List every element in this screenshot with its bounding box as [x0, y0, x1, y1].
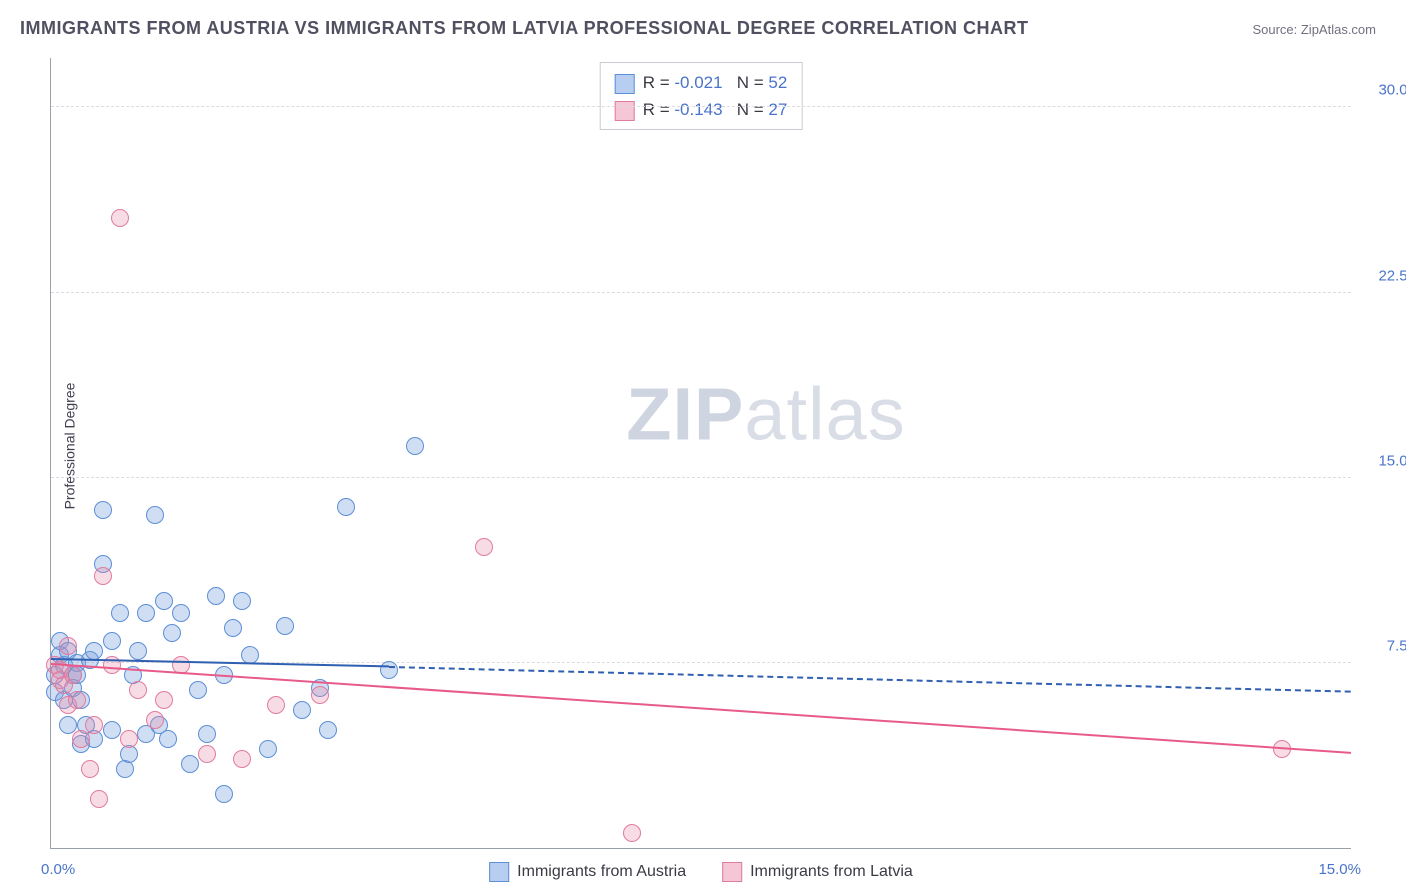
data-point: [103, 632, 121, 650]
data-point: [111, 209, 129, 227]
data-point: [90, 790, 108, 808]
data-point: [81, 760, 99, 778]
data-point: [337, 498, 355, 516]
legend-stat-row: R = -0.143 N = 27: [615, 96, 788, 123]
data-point: [146, 506, 164, 524]
data-point: [259, 740, 277, 758]
data-point: [189, 681, 207, 699]
data-point: [172, 604, 190, 622]
data-point: [129, 681, 147, 699]
legend-stats: R = -0.021 N = 52R = -0.143 N = 27: [600, 62, 803, 130]
data-point: [137, 604, 155, 622]
chart-container: IMMIGRANTS FROM AUSTRIA VS IMMIGRANTS FR…: [0, 0, 1406, 892]
watermark: ZIPatlas: [626, 371, 905, 456]
trend-line: [389, 666, 1351, 693]
data-point: [72, 730, 90, 748]
data-point: [623, 824, 641, 842]
data-point: [85, 642, 103, 660]
data-point: [159, 730, 177, 748]
data-point: [120, 730, 138, 748]
data-point: [267, 696, 285, 714]
data-point: [59, 716, 77, 734]
y-tick-label: 22.5%: [1361, 267, 1406, 284]
y-tick-label: 15.0%: [1361, 452, 1406, 469]
data-point: [155, 691, 173, 709]
data-point: [68, 691, 86, 709]
gridline: [51, 106, 1351, 107]
data-point: [198, 745, 216, 763]
data-point: [85, 716, 103, 734]
legend-series: Immigrants from Austria Immigrants from L…: [489, 862, 913, 882]
data-point: [64, 666, 82, 684]
x-tick-label: 0.0%: [41, 861, 75, 878]
plot-area: ZIPatlas R = -0.021 N = 52R = -0.143 N =…: [50, 58, 1351, 849]
data-point: [198, 725, 216, 743]
legend-series-item: Immigrants from Latvia: [722, 862, 913, 882]
data-point: [59, 637, 77, 655]
x-tick-label: 15.0%: [1318, 861, 1361, 878]
data-point: [233, 750, 251, 768]
data-point: [129, 642, 147, 660]
data-point: [233, 592, 251, 610]
source-label: Source: ZipAtlas.com: [1252, 22, 1376, 37]
data-point: [207, 587, 225, 605]
legend-series-item: Immigrants from Austria: [489, 862, 686, 882]
data-point: [224, 619, 242, 637]
data-point: [181, 755, 199, 773]
data-point: [311, 686, 329, 704]
legend-stat-row: R = -0.021 N = 52: [615, 69, 788, 96]
data-point: [293, 701, 311, 719]
data-point: [111, 604, 129, 622]
data-point: [406, 437, 424, 455]
data-point: [276, 617, 294, 635]
trend-line: [51, 663, 1351, 754]
gridline: [51, 477, 1351, 478]
y-tick-label: 7.5%: [1361, 637, 1406, 654]
data-point: [319, 721, 337, 739]
data-point: [94, 501, 112, 519]
y-tick-label: 30.0%: [1361, 82, 1406, 99]
data-point: [146, 711, 164, 729]
data-point: [475, 538, 493, 556]
data-point: [163, 624, 181, 642]
data-point: [380, 661, 398, 679]
data-point: [215, 785, 233, 803]
gridline: [51, 292, 1351, 293]
data-point: [103, 721, 121, 739]
data-point: [94, 567, 112, 585]
data-point: [155, 592, 173, 610]
chart-title: IMMIGRANTS FROM AUSTRIA VS IMMIGRANTS FR…: [20, 18, 1029, 39]
